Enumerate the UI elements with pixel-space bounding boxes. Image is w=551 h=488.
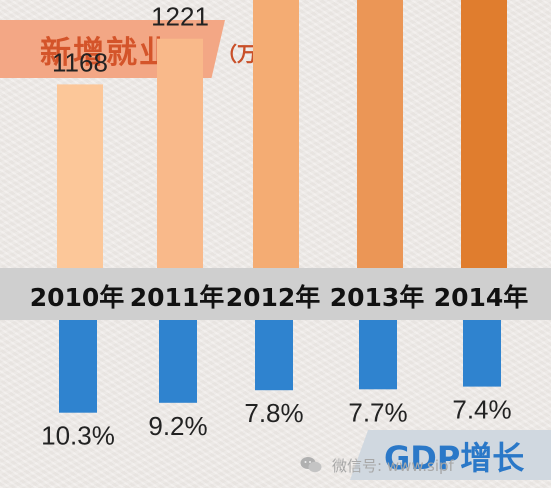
year-label: 2012年 xyxy=(226,283,321,312)
gdp-bar xyxy=(59,320,97,413)
year-label: 2013年 xyxy=(330,283,425,312)
year-label: 2011年 xyxy=(130,283,225,312)
gdp-bar xyxy=(463,320,501,387)
employment-bars: 11681221126613101322 xyxy=(52,0,507,269)
employment-value-label: 1168 xyxy=(52,47,108,77)
gdp-bars: 10.3% 9.2% 7.8% 7.7% 7.4% xyxy=(41,320,512,451)
watermark: 微信号: www.sipf xyxy=(300,453,454,477)
year-label-band xyxy=(0,268,551,320)
gdp-bar xyxy=(159,320,197,403)
employment-bar xyxy=(461,0,507,269)
gdp-value-label: 7.8% xyxy=(244,398,303,428)
employment-value-label: 1221 xyxy=(151,2,209,32)
gdp-bar xyxy=(255,320,293,391)
year-label: 2014年 xyxy=(434,283,529,312)
gdp-banner xyxy=(350,430,551,480)
gdp-title: GDP增长 xyxy=(384,439,525,477)
year-label: 2010年 xyxy=(30,283,125,312)
employment-bar xyxy=(157,38,203,268)
employment-bar xyxy=(357,0,403,269)
wechat-icon xyxy=(300,457,322,473)
employment-bar xyxy=(57,84,103,268)
gdp-value-label: 7.4% xyxy=(452,395,511,425)
gdp-bar xyxy=(359,320,397,390)
gdp-value-label: 10.3% xyxy=(41,421,115,451)
gdp-value-label: 9.2% xyxy=(148,411,207,441)
year-labels: 2010年 2011年 2012年 2013年 2014年 xyxy=(30,283,529,312)
gdp-value-label: 7.7% xyxy=(348,397,407,427)
employment-bar xyxy=(253,0,299,269)
chart-title: 新增就业 xyxy=(40,35,172,71)
watermark-text: 微信号: www.sipf xyxy=(332,456,454,475)
